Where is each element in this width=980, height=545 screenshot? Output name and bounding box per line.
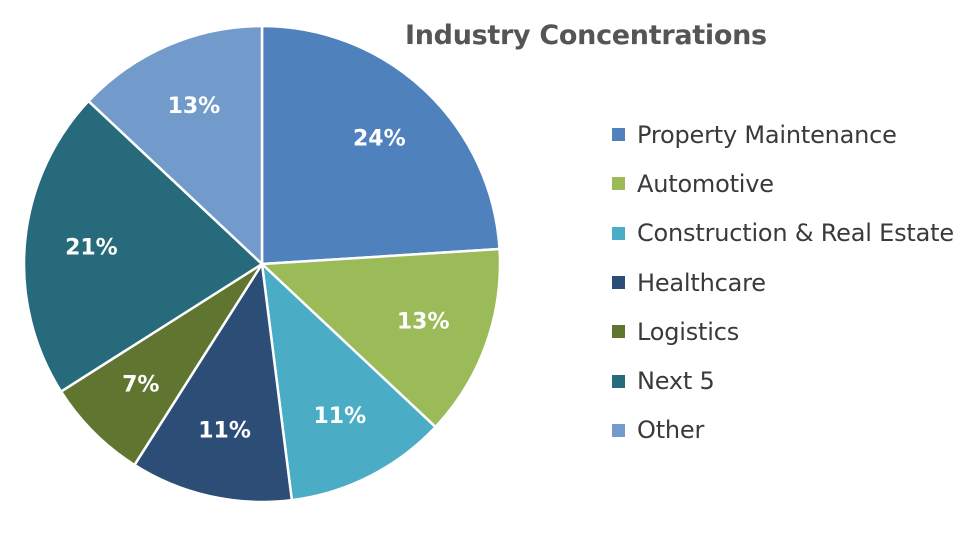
pie-slice-5: [22, 99, 264, 393]
chart-title: Industry Concentrations: [405, 20, 767, 51]
data-label-0: 24%: [353, 127, 406, 152]
pie-data-labels: 24% 13% 11% 11% 7% 21% 13%: [65, 94, 449, 444]
legend-label: Construction & Real Estate: [637, 219, 954, 248]
legend-item-2: Construction & Real Estate: [612, 209, 954, 258]
legend-label: Healthcare: [637, 268, 766, 297]
data-label-6: 13%: [168, 94, 221, 119]
legend-label: Automotive: [637, 169, 774, 198]
legend-item-3: Healthcare: [612, 258, 954, 307]
pie-slice-0: [260, 24, 501, 266]
legend-item-4: Logistics: [612, 307, 954, 356]
data-label-1: 13%: [397, 310, 450, 335]
pie-slice-1: [260, 247, 502, 429]
data-label-5: 21%: [65, 235, 118, 260]
pie-slice-2: [260, 262, 437, 502]
legend-swatch: [612, 325, 625, 339]
legend-swatch: [612, 226, 625, 240]
pie-slice-6: [87, 24, 264, 266]
legend-label: Next 5: [637, 367, 715, 396]
legend: Property Maintenance Automotive Constructi…: [612, 110, 954, 455]
legend-swatch: [612, 423, 625, 437]
legend-label: Logistics: [637, 317, 740, 346]
legend-label: Property Maintenance: [637, 120, 897, 149]
legend-swatch: [612, 177, 625, 191]
legend-item-6: Other: [612, 406, 954, 455]
legend-item-1: Automotive: [612, 159, 954, 208]
legend-item-0: Property Maintenance: [612, 110, 954, 159]
pie-slices: [22, 24, 502, 504]
legend-label: Other: [637, 416, 705, 445]
legend-item-5: Next 5: [612, 356, 954, 405]
legend-swatch: [612, 276, 625, 290]
data-label-4: 7%: [122, 373, 159, 398]
data-label-2: 11%: [313, 404, 366, 429]
legend-swatch: [612, 128, 625, 142]
data-label-3: 11%: [198, 419, 251, 444]
pie-slice-3: [133, 262, 294, 504]
legend-swatch: [612, 374, 625, 388]
pie-slice-4: [59, 262, 264, 467]
